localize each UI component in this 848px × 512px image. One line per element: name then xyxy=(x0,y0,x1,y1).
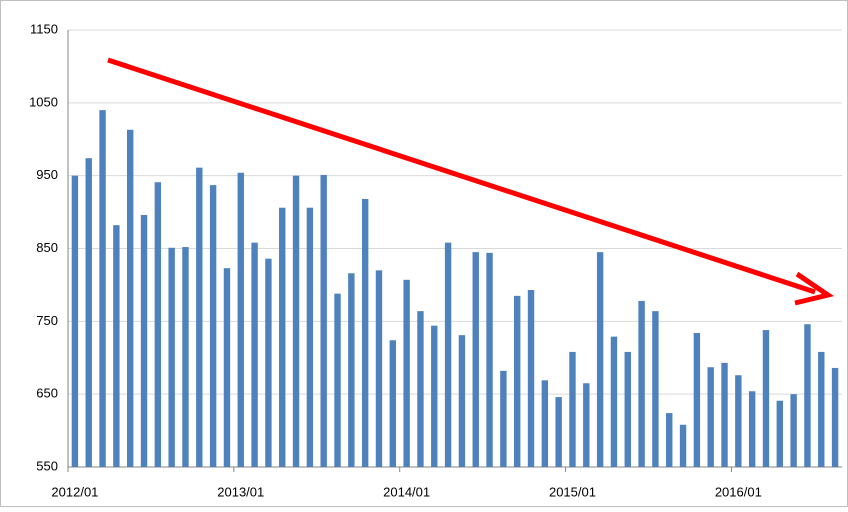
bar xyxy=(624,351,631,467)
bar xyxy=(638,300,645,467)
bar xyxy=(818,351,825,467)
x-tick-label: 2012/01 xyxy=(51,484,98,499)
x-tick-label: 2015/01 xyxy=(549,484,596,499)
bar xyxy=(500,370,507,467)
bar xyxy=(403,279,410,467)
x-tick-label: 2014/01 xyxy=(383,484,430,499)
bar xyxy=(251,242,258,467)
bar xyxy=(610,336,618,467)
bar xyxy=(196,167,203,467)
bar xyxy=(458,335,466,467)
bar xyxy=(735,375,742,467)
bar xyxy=(831,367,839,467)
bar xyxy=(693,332,701,467)
bar xyxy=(320,174,327,467)
bar xyxy=(85,158,92,468)
bar xyxy=(237,172,244,467)
bar xyxy=(361,198,369,467)
bar xyxy=(596,252,604,467)
bar xyxy=(417,311,424,467)
y-tick-label: 1150 xyxy=(30,21,58,36)
bar xyxy=(721,362,728,467)
bar xyxy=(569,351,576,467)
bar xyxy=(223,268,231,467)
bar xyxy=(389,340,397,467)
bar xyxy=(762,330,770,467)
x-tick-label: 2016/01 xyxy=(715,484,762,499)
bar xyxy=(113,225,120,467)
bar xyxy=(748,391,756,467)
bar xyxy=(790,394,797,467)
bar xyxy=(140,214,148,467)
bar xyxy=(431,325,438,467)
bar xyxy=(513,295,521,467)
y-tick-label: 750 xyxy=(36,313,58,328)
y-tick-label: 650 xyxy=(36,386,58,401)
bar xyxy=(776,400,784,467)
bar xyxy=(182,247,189,467)
bar xyxy=(279,207,286,468)
bar xyxy=(334,293,341,467)
x-tick-label: 2013/01 xyxy=(217,484,264,499)
y-tick-label: 850 xyxy=(36,240,58,255)
bar xyxy=(292,175,300,467)
bar xyxy=(527,290,535,467)
bar xyxy=(555,397,562,467)
bar xyxy=(168,247,175,467)
trend-arrow-head xyxy=(794,271,835,306)
bar xyxy=(679,424,687,467)
bar xyxy=(375,270,383,467)
bar xyxy=(583,383,590,467)
bar xyxy=(666,413,673,467)
bar xyxy=(348,273,355,467)
bar xyxy=(472,252,479,467)
y-tick-label: 550 xyxy=(36,458,58,473)
bar xyxy=(486,252,493,467)
bar xyxy=(209,185,217,467)
bar xyxy=(154,182,162,467)
bar xyxy=(71,175,79,467)
bar xyxy=(265,258,272,467)
y-tick-label: 950 xyxy=(36,167,58,182)
bar xyxy=(707,367,714,467)
bar xyxy=(652,311,659,467)
bar xyxy=(99,110,106,467)
bar xyxy=(804,324,811,467)
bar xyxy=(126,129,134,467)
bar xyxy=(541,380,549,467)
trend-arrow xyxy=(107,57,816,295)
bar xyxy=(306,207,314,468)
bar xyxy=(444,242,452,467)
y-tick-label: 1050 xyxy=(29,94,58,109)
